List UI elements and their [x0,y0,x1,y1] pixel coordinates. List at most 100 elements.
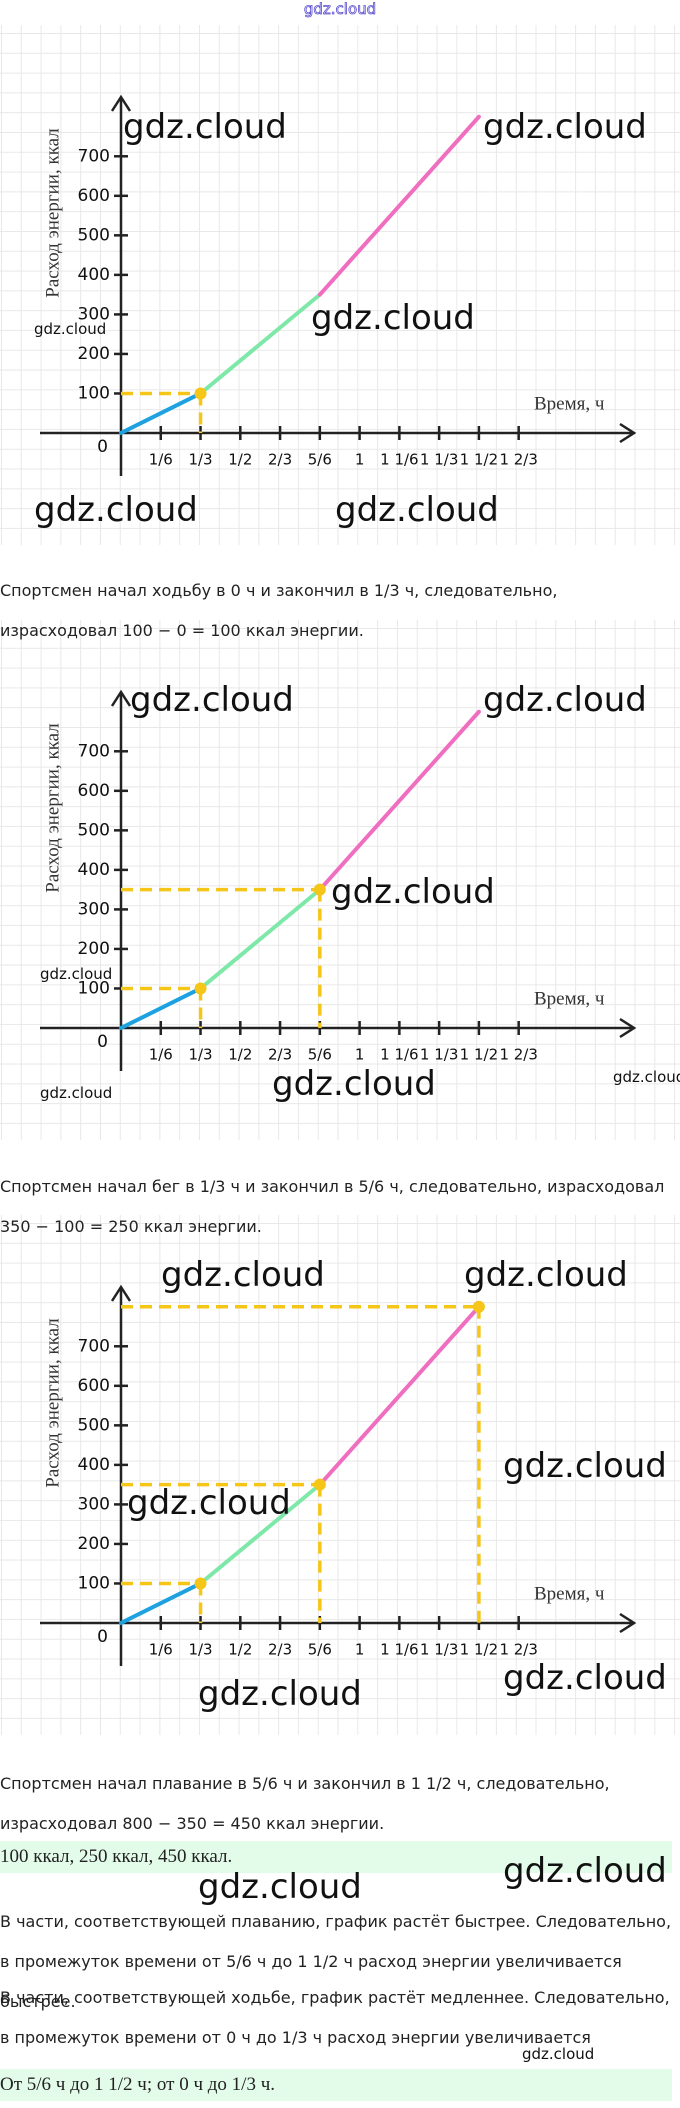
watermark: gdz.cloud [198,1867,362,1907]
y-axis-arrow [110,1284,132,1302]
x-tick-label: 1 [355,1046,365,1064]
x-tick-label: 5/6 [308,451,332,469]
watermark: gdz.cloud [335,490,499,530]
x-axis-label: Время, ч [534,393,605,414]
series-line [198,292,322,396]
y-tick-label: 500 [78,1415,110,1435]
watermark: gdz.cloud [483,680,647,720]
x-axis-arrow [619,422,637,444]
y-tick-label: 700 [78,146,110,166]
x-tick-label: 1 2/3 [499,451,537,469]
watermark: gdz.cloud [331,872,495,912]
x-tick-label: 1 [355,1641,365,1659]
x-tick-label: 1 1/3 [420,451,458,469]
watermark: gdz.cloud [503,1446,667,1486]
series-line [198,1482,322,1586]
y-axis-label: Расход энергии, ккал [42,128,63,298]
guide-point [194,982,207,995]
paragraph: Спортсмен начал плавание в 5/6 ч и закон… [0,1774,610,1833]
y-axis-arrow [110,689,132,707]
chart: Время, ч Расход энергии, ккал 0 100 200 300 40… [40,1284,637,1666]
paragraph: В части, соответствующей плаванию, графи… [0,1912,672,2011]
y-tick-label: 700 [78,741,110,761]
x-tick-label: 1/2 [228,1046,252,1064]
graph-paper [0,1215,680,1735]
series-line [119,391,203,435]
x-tick-label: 1/6 [149,1046,173,1064]
x-tick-label: 1/6 [149,451,173,469]
y-tick-label: 200 [78,939,110,959]
guide-point [194,387,207,400]
x-axis-label: Время, ч [534,988,605,1009]
watermark: gdz.cloud [123,107,287,147]
watermark: gdz.cloud [503,1851,667,1891]
x-tick-label: 1/3 [188,451,212,469]
watermark: gdz.cloud [311,298,475,338]
watermark: gdz.cloud [483,107,647,147]
y-tick-label: 400 [78,1455,110,1475]
x-tick-label: 1 1/3 [420,1641,458,1659]
x-tick-label: 1 1/6 [380,451,418,469]
guide-point [313,1478,326,1491]
y-tick-label: 0 [97,437,108,457]
guide-point [194,1577,207,1590]
series-line [119,1581,203,1625]
x-tick-label: 1/2 [228,1641,252,1659]
y-tick-label: 200 [78,1534,110,1554]
y-tick-label: 400 [78,265,110,285]
chart: Время, ч Расход энергии, ккал 0 100 200 300 40… [40,94,637,476]
x-axis-label: Время, ч [534,1583,605,1604]
y-axis-arrow [110,94,132,112]
watermark: gdz.cloud [198,1674,362,1714]
x-tick-label: 5/6 [308,1641,332,1659]
y-tick-label: 300 [78,1494,110,1514]
x-axis-arrow [619,1612,637,1634]
answer: 100 ккал, 250 ккал, 450 ккал. [0,1841,672,1873]
x-tick-label: 1 1/6 [380,1641,418,1659]
answer: От 5/6 ч до 1 1/2 ч; от 0 ч до 1/3 ч. [0,2069,672,2101]
x-tick-label: 1 [355,451,365,469]
watermark: gdz.cloud [272,1064,436,1104]
x-tick-label: 1 1/2 [460,1641,498,1659]
graph-paper [0,25,680,545]
x-tick-label: 2/3 [268,451,292,469]
x-tick-label: 1 1/3 [420,1046,458,1064]
x-axis-arrow [619,1017,637,1039]
watermark: gdz.cloud [522,2045,595,2063]
y-tick-label: 400 [78,860,110,880]
x-tick-label: 5/6 [308,1046,332,1064]
watermark: gdz.cloud [127,1483,291,1523]
y-tick-label: 100 [78,1573,110,1593]
y-tick-label: 100 [78,383,110,403]
x-tick-label: 2/3 [268,1046,292,1064]
x-tick-label: 1 1/2 [460,1046,498,1064]
chart: Время, ч Расход энергии, ккал 0 100 200 300 40… [40,689,637,1071]
y-tick-label: 500 [78,225,110,245]
guide-point [472,1300,485,1313]
y-axis-label: Расход энергии, ккал [42,723,63,893]
x-tick-label: 1 2/3 [499,1641,537,1659]
series-line [198,887,322,991]
watermark: gdz.cloud [130,680,294,720]
series-line [317,709,481,892]
series-line [317,114,481,297]
x-tick-label: 1 1/2 [460,451,498,469]
watermark: gdz.cloud [161,1255,325,1295]
y-tick-label: 500 [78,820,110,840]
y-axis-label: Расход энергии, ккал [42,1318,63,1488]
watermark: gdz.cloud [503,1658,667,1698]
watermark: gdz.cloud [34,490,198,530]
x-tick-label: 1 2/3 [499,1046,537,1064]
x-tick-label: 1/2 [228,451,252,469]
series-line [119,986,203,1030]
y-tick-label: 600 [78,1376,110,1396]
y-tick-label: 0 [97,1032,108,1052]
guide-point [313,883,326,896]
watermark: gdz.cloud [40,1084,113,1102]
y-tick-label: 600 [78,781,110,801]
watermark: gdz.cloud [464,1255,628,1295]
series-line [317,1304,481,1487]
y-tick-label: 700 [78,1336,110,1356]
x-tick-label: 1/3 [188,1641,212,1659]
